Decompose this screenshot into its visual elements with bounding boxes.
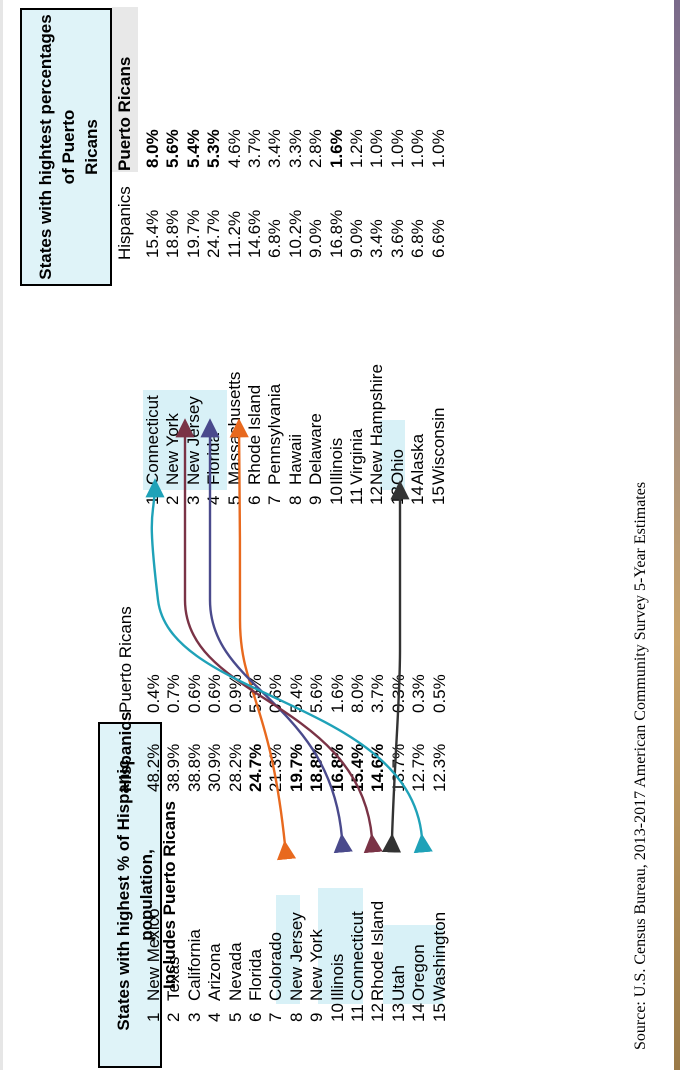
arrow-connecticut [145, 478, 433, 854]
arrow-new-york [175, 418, 383, 854]
source-note: Source: U.S. Census Bureau, 2013-2017 Am… [632, 481, 649, 1050]
arrow-illinois [381, 480, 410, 853]
arrow-florida [229, 418, 297, 861]
